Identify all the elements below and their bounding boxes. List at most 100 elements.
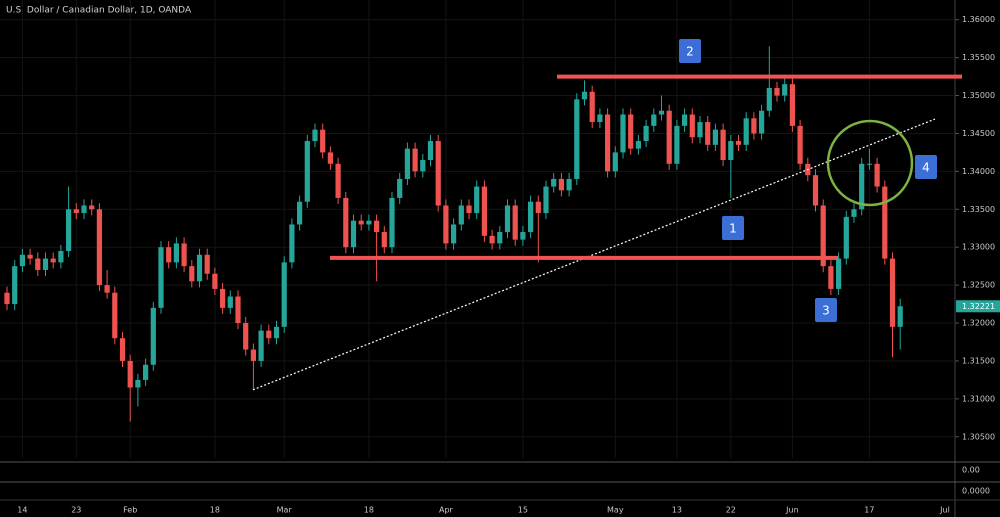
candle-body <box>173 243 179 263</box>
candle-body <box>343 197 349 248</box>
candle-body <box>689 114 695 138</box>
x-tick-label: 22 <box>726 506 736 515</box>
candle-body <box>66 209 72 251</box>
candle-body <box>628 114 634 149</box>
chart-title: U.S. Dollar / Canadian Dollar, 1D, OANDA <box>6 6 192 16</box>
candle-body <box>189 266 195 282</box>
candle-body <box>220 288 226 308</box>
candle-body <box>682 114 688 126</box>
candle-body <box>658 110 665 115</box>
x-tick-label: 15 <box>518 506 528 515</box>
candle-body <box>412 148 418 172</box>
candle-body <box>335 163 341 198</box>
x-tick-label: Jun <box>785 506 799 515</box>
y-tick-label: 1.34000 <box>962 167 995 176</box>
candle-body <box>697 122 703 138</box>
candle-body <box>481 186 487 236</box>
candle-body <box>12 266 18 305</box>
candle-body <box>851 209 857 217</box>
candle-body <box>435 141 441 206</box>
candle-body <box>566 178 572 191</box>
candle-body <box>420 159 426 172</box>
y-tick-label: 1.31500 <box>962 356 995 365</box>
candle-body <box>543 186 549 214</box>
candle-body <box>397 178 403 198</box>
candle-body <box>273 326 280 339</box>
candle-body <box>158 247 164 308</box>
candle-body <box>859 163 865 210</box>
candle-body <box>443 205 449 244</box>
candle-body <box>743 118 749 145</box>
candle-body <box>119 338 126 361</box>
candle-body <box>605 114 611 172</box>
candle-body <box>620 114 626 153</box>
candle-body <box>181 243 187 267</box>
candle-body <box>812 175 819 206</box>
candle-body <box>828 266 834 289</box>
candle-body <box>897 306 903 327</box>
candle-body <box>381 232 387 248</box>
candle-body <box>27 254 33 259</box>
candle-body <box>735 141 742 145</box>
x-tick-label: Jul <box>939 506 950 515</box>
x-tick-label: 18 <box>364 506 374 515</box>
candle-body <box>243 323 249 350</box>
highlight-circle <box>826 119 914 207</box>
candle-body <box>281 262 287 327</box>
candle-body <box>150 307 156 365</box>
x-tick-label: 18 <box>210 506 220 515</box>
candle-body <box>789 84 795 126</box>
x-tick-label: 17 <box>864 506 874 515</box>
candle-body <box>35 258 41 270</box>
candle-body <box>866 163 872 165</box>
candle-body <box>574 99 580 179</box>
candle-body <box>212 273 218 289</box>
x-tick-label: 13 <box>672 506 682 515</box>
candle-body <box>759 110 765 134</box>
candle-body <box>104 285 110 293</box>
annotation-label: 3 <box>822 304 830 318</box>
candle-body <box>535 201 541 214</box>
candle-body <box>651 114 657 126</box>
candle-body <box>89 205 95 210</box>
y-tick-label: 1.32000 <box>962 319 995 328</box>
candle-body <box>489 235 495 244</box>
annotation-label: 2 <box>686 45 694 59</box>
candle-body <box>612 152 618 172</box>
candle-body <box>458 205 464 225</box>
candle-body <box>19 254 25 267</box>
x-tick-label: Feb <box>123 506 137 515</box>
annotation-box <box>915 155 937 179</box>
candle-body <box>204 254 210 274</box>
candle-body <box>766 87 772 111</box>
candle-body <box>474 186 480 214</box>
candle-body <box>512 205 518 240</box>
candle-body <box>196 254 203 282</box>
annotation-box <box>722 216 744 240</box>
annotation-box <box>815 298 837 322</box>
candle-body <box>528 201 534 233</box>
y-tick-label: 1.35500 <box>962 53 995 62</box>
candle-body <box>266 330 272 339</box>
candle-body <box>581 91 588 100</box>
indicator-label: 0.00 <box>962 466 980 475</box>
candle-body <box>705 122 711 145</box>
candle-body <box>389 197 395 248</box>
x-tick-label: 14 <box>17 506 27 515</box>
candle-body <box>836 258 842 289</box>
candle-body <box>451 224 457 244</box>
y-tick-label: 1.36000 <box>962 15 995 24</box>
candle-body <box>728 141 734 160</box>
y-tick-label: 1.33500 <box>962 205 995 214</box>
annotation-label: 1 <box>729 222 737 236</box>
candle-body <box>712 129 718 145</box>
candle-body <box>874 163 880 187</box>
indicator-label: 0.0000 <box>962 487 990 496</box>
x-tick-label: Mar <box>277 506 293 515</box>
candle-body <box>4 292 10 305</box>
candle-body <box>42 258 49 270</box>
candle-body <box>358 220 364 225</box>
candle-body <box>427 141 434 160</box>
candle-body <box>666 110 672 164</box>
